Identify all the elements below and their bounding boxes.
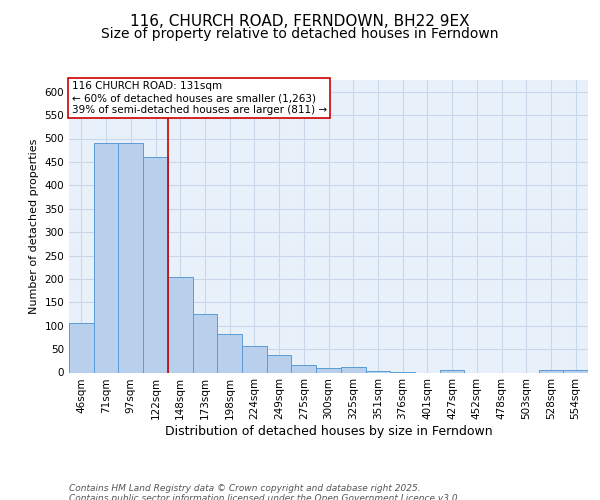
Bar — [539, 370, 563, 372]
Y-axis label: Number of detached properties: Number of detached properties — [29, 138, 39, 314]
Text: Contains HM Land Registry data © Crown copyright and database right 2025.
Contai: Contains HM Land Registry data © Crown c… — [69, 484, 461, 500]
Bar — [242, 346, 267, 372]
X-axis label: Distribution of detached houses by size in Ferndown: Distribution of detached houses by size … — [164, 425, 493, 438]
Bar — [316, 368, 341, 372]
Text: Size of property relative to detached houses in Ferndown: Size of property relative to detached ho… — [101, 27, 499, 41]
Bar — [217, 334, 242, 372]
Bar — [267, 354, 292, 372]
Bar — [440, 370, 464, 372]
Bar — [292, 366, 316, 372]
Bar — [168, 276, 193, 372]
Bar — [341, 367, 365, 372]
Bar — [69, 324, 94, 372]
Bar — [193, 314, 217, 372]
Text: 116 CHURCH ROAD: 131sqm
← 60% of detached houses are smaller (1,263)
39% of semi: 116 CHURCH ROAD: 131sqm ← 60% of detache… — [71, 82, 327, 114]
Text: 116, CHURCH ROAD, FERNDOWN, BH22 9EX: 116, CHURCH ROAD, FERNDOWN, BH22 9EX — [130, 14, 470, 29]
Bar — [563, 370, 588, 372]
Bar — [365, 371, 390, 372]
Bar — [94, 143, 118, 372]
Bar — [118, 143, 143, 372]
Bar — [143, 157, 168, 372]
